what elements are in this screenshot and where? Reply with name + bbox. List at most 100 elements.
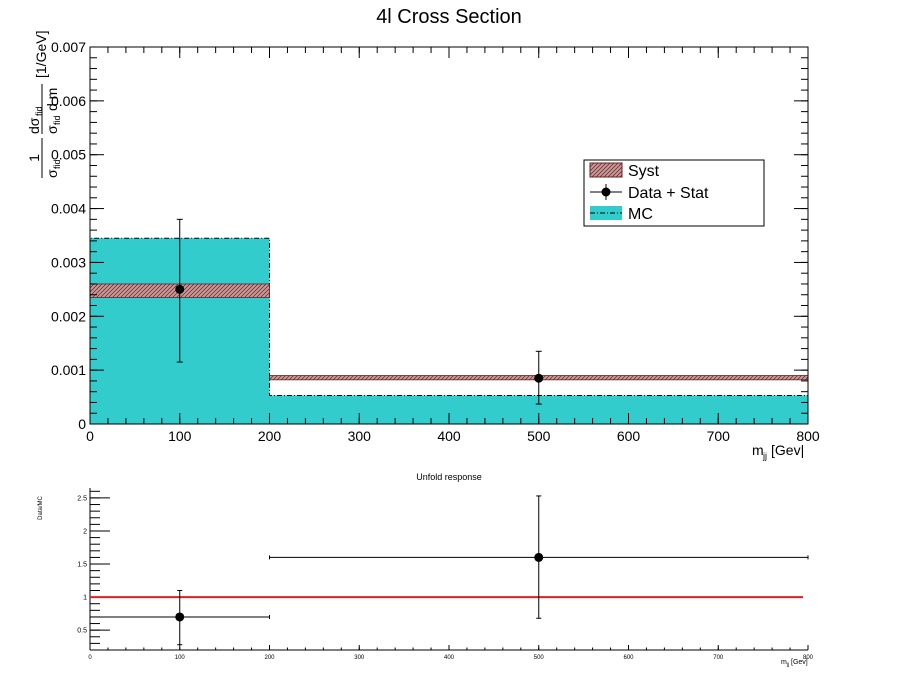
syst-band-1-hatch-line [368, 375, 374, 380]
syst-band-1-hatch-line [300, 375, 306, 380]
ratio-y-tick-label: 1.5 [77, 562, 87, 569]
syst-band-1-hatch-line [488, 375, 494, 380]
syst-band-0-hatch-line [184, 283, 199, 298]
syst-band-1-hatch-line [280, 375, 286, 380]
syst-band-0-hatch-line [232, 283, 247, 298]
legend-entry-mc: MC [628, 206, 653, 223]
syst-band-1-hatch-line [424, 375, 430, 380]
syst-band-1-hatch-line [392, 375, 398, 380]
syst-band-1-hatch-line [356, 375, 362, 380]
ratio-axis-ticks: 0.5 1 1.5 2 2.5 0 100 200 300 400 500 600 700 800 [77, 488, 814, 661]
ylabel-den-2: σ [44, 125, 60, 134]
syst-band-1-hatch-line [560, 375, 566, 380]
syst-band-1-hatch-line [660, 375, 666, 380]
syst-band-0-hatch-line [90, 283, 99, 293]
syst-band-0-hatch-line [136, 283, 151, 298]
syst-band-1-hatch-line [396, 375, 402, 380]
syst-band-1-hatch-line [320, 375, 326, 380]
syst-band-1-hatch-line [616, 375, 622, 380]
legend-syst-hatch-line [590, 163, 603, 176]
main-title: 4l Cross Section [376, 6, 522, 28]
syst-band-0-hatch-line [252, 283, 267, 298]
syst-band-1-hatch-line [708, 375, 714, 380]
x-tick-label: 500 [527, 428, 551, 444]
syst-band-0-hatch-line [192, 283, 207, 298]
syst-band-1-hatch-line [440, 375, 446, 380]
syst-band-1-hatch-line [420, 375, 426, 380]
syst-band-0-hatch-line [256, 283, 270, 298]
syst-band-1-hatch-line [460, 375, 466, 380]
syst-band-0-hatch-line [144, 283, 159, 298]
syst-band-1-hatch-line [328, 375, 334, 380]
ratio-x-tick-label: 200 [264, 655, 275, 661]
syst-band-0-hatch [90, 283, 270, 298]
ratio-xlabel-unit: [Gev] [791, 659, 808, 666]
syst-band-1-hatch-line [516, 375, 522, 380]
legend-syst-hatch [590, 163, 622, 177]
syst-band-1-hatch-line [408, 375, 414, 380]
syst-band-0-hatch-line [132, 283, 147, 298]
syst-band-1-hatch-line [269, 375, 274, 380]
syst-band-1-hatch-line [720, 375, 726, 380]
syst-band-0-hatch-line [188, 283, 203, 298]
ratio-y-tick-label: 2.5 [77, 495, 87, 502]
syst-band-1-hatch-line [556, 375, 562, 380]
syst-band-1-hatch-line [692, 375, 698, 380]
ylabel-prefix: 1 [26, 154, 42, 162]
data-point [534, 373, 544, 383]
syst-band-0-hatch-line [90, 283, 95, 289]
syst-band-1-hatch-line [380, 375, 386, 380]
syst-band-1-hatch-line [772, 375, 778, 380]
syst-band-1-hatch-line [780, 375, 786, 380]
legend-syst-hatch-line [615, 170, 622, 177]
syst-band-1-hatch-line [364, 375, 370, 380]
y-tick-label: 0.005 [51, 147, 86, 163]
syst-band-1-hatch-line [664, 375, 670, 380]
syst-band-1-hatch-line [384, 375, 390, 380]
syst-band-1-hatch-line [740, 375, 746, 380]
syst-band-1-hatch-line [388, 375, 394, 380]
legend-syst-hatch-line [599, 163, 615, 177]
syst-band-1-hatch-line [296, 375, 302, 380]
syst-band-1-hatch-line [544, 375, 550, 380]
syst-band-1-hatch-line [404, 375, 410, 380]
syst-band-1-hatch-line [672, 375, 678, 380]
ratio-plot: 0.5 1 1.5 2 2.5 0 100 200 300 400 500 600 700 800 [77, 488, 814, 661]
main-plot: 0 0.001 0.002 0.003 0.004 0.005 0.006 0.007 0 100… [51, 39, 820, 444]
ratio-y-tick-label: 0.5 [77, 628, 87, 635]
syst-band-1-hatch-line [316, 375, 322, 380]
syst-band-1-hatch-line [752, 375, 758, 380]
x-tick-label: 800 [796, 428, 820, 444]
syst-band-1-hatch-line [512, 375, 518, 380]
legend-entry-syst: Syst [628, 163, 660, 180]
syst-band-1-hatch-line [276, 375, 282, 380]
data-point [175, 284, 185, 294]
syst-band-0-hatch-line [156, 283, 171, 298]
syst-band-1-hatch-line [580, 375, 586, 380]
syst-band-1-hatch-line [348, 375, 354, 380]
legend-syst-hatch [590, 163, 622, 177]
x-tick-label: 600 [617, 428, 641, 444]
x-tick-label: 200 [258, 428, 282, 444]
mc-histogram [89, 237, 809, 424]
syst-band-0-hatch-line [96, 283, 111, 298]
syst-band-1-hatch-line [500, 375, 506, 380]
syst-band-0-hatch-line [196, 283, 211, 298]
syst-band-1-hatch-line [400, 375, 406, 380]
syst-band-0-hatch-line [148, 283, 163, 298]
y-tick-label: 0.002 [51, 308, 86, 324]
syst-band-1-hatch-line [548, 375, 554, 380]
x-tick-label: 700 [707, 428, 731, 444]
main-xlabel: m jj [Gev| [752, 442, 804, 461]
syst-band-0-hatch-line [112, 283, 127, 298]
ratio-x-tick-label: 100 [175, 655, 186, 661]
syst-band-1-hatch-line [760, 375, 766, 380]
syst-band-1-hatch-line [308, 375, 314, 380]
syst-band-1-hatch-line [688, 375, 694, 380]
syst-band-1-hatch-line [640, 375, 646, 380]
syst-band-1-hatch-line [360, 375, 366, 380]
syst-band-0-hatch-line [224, 283, 239, 298]
syst-band-1-hatch-line [696, 375, 702, 380]
syst-band-0-hatch-line [236, 283, 251, 298]
syst-band-1-hatch-line [724, 375, 730, 380]
